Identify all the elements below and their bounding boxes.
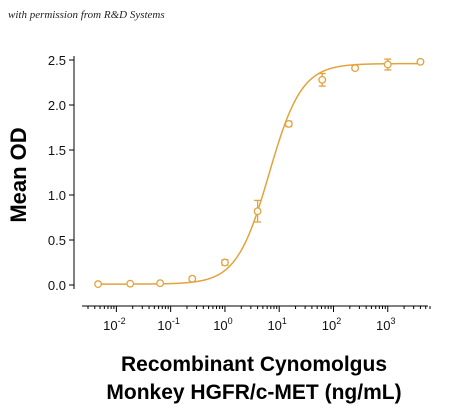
- x-tick-exponent: 0: [228, 316, 233, 326]
- x-tick-label: 100: [213, 316, 232, 333]
- data-point: [416, 57, 425, 66]
- x-tick-label: 102: [322, 316, 341, 333]
- y-axis-label: Mean OD: [6, 127, 31, 222]
- data-point: [126, 279, 135, 288]
- image-credit: with permission from R&D Systems: [8, 9, 165, 21]
- y-axis: 0.0 0.5 1.0 1.5 2.0 2.5: [48, 53, 75, 293]
- data-point: [383, 60, 392, 69]
- x-tick-exponent: 2: [336, 316, 341, 326]
- data-point: [94, 280, 103, 289]
- data-points-layer: [94, 57, 425, 289]
- x-axis-label-line-2: Monkey HGFR/c-MET (ng/mL): [106, 381, 401, 404]
- x-tick-base: 10: [213, 318, 227, 333]
- x-tick-base: 10: [267, 318, 281, 333]
- data-point: [188, 274, 197, 283]
- y-tick-label: 1.0: [48, 188, 66, 203]
- y-tick-label: 2.0: [48, 98, 66, 113]
- x-tick-base: 10: [376, 318, 390, 333]
- x-tick-exponent: 1: [282, 316, 287, 326]
- data-point: [318, 75, 327, 84]
- x-tick-label: 10-2: [103, 316, 125, 333]
- x-tick-base: 10: [157, 318, 171, 333]
- x-axis-label-line-1: Recombinant Cynomolgus: [121, 353, 387, 376]
- x-tick-exponent: -1: [172, 316, 180, 326]
- data-point: [220, 258, 229, 267]
- x-tick-label: 101: [267, 316, 286, 333]
- data-point: [284, 119, 293, 128]
- fit-curve-layer: [98, 62, 421, 285]
- data-point: [253, 207, 262, 216]
- x-tick-base: 10: [322, 318, 336, 333]
- x-tick-base: 10: [103, 318, 117, 333]
- y-tick-label: 0.0: [48, 278, 66, 293]
- x-tick-exponent: 3: [390, 316, 395, 326]
- fit-curve: [98, 62, 421, 285]
- x-tick-label: 10-1: [157, 316, 179, 333]
- x-tick-exponent: -2: [118, 316, 126, 326]
- x-tick-label: 103: [376, 316, 395, 333]
- y-tick-label: 0.5: [48, 233, 66, 248]
- data-point: [351, 64, 360, 73]
- y-tick-label: 2.5: [48, 53, 66, 68]
- x-axis: 10-2 10-1 100 101 102 103: [82, 305, 431, 333]
- y-tick-label: 1.5: [48, 143, 66, 158]
- data-point: [156, 279, 165, 288]
